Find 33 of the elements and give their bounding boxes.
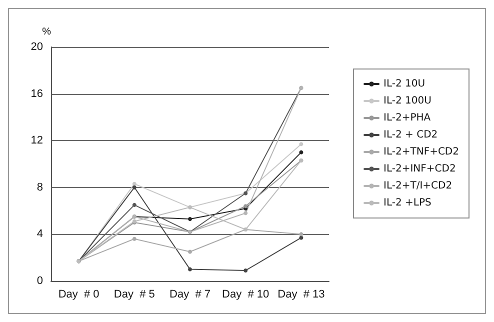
legend-label: IL-2 + CD2 (384, 130, 438, 140)
point (188, 250, 192, 254)
y-axis-title: % (42, 26, 52, 38)
x-tick-label: Day # 5 (114, 288, 155, 300)
point (299, 232, 304, 236)
point (188, 267, 192, 272)
legend-label: IL-2+TNF+CD2 (384, 146, 460, 158)
x-tick-label: Day # 10 (222, 288, 270, 300)
legend-label: IL-2 100U (384, 96, 432, 106)
legend-label: IL-2 +LPS (384, 198, 432, 208)
legend-label: IL-2+PHA (384, 112, 431, 124)
y-tick-label: 12 (30, 134, 43, 147)
y-tick-label: 0 (36, 275, 43, 287)
point (299, 142, 304, 146)
y-tick-label: 16 (30, 88, 43, 100)
legend-label: IL-2 10U (384, 78, 426, 90)
point (132, 182, 136, 186)
point (132, 185, 136, 190)
point (299, 236, 304, 240)
point (299, 150, 304, 154)
legend-label: IL-2+INF+CD2 (384, 164, 456, 174)
point (132, 236, 136, 241)
x-tick-label: Day # 0 (58, 288, 100, 300)
x-tick-label: Day # 13 (278, 288, 325, 300)
legend-label: IL-2+T/I+CD2 (384, 180, 452, 192)
y-tick-label: 4 (36, 228, 43, 240)
point (244, 211, 248, 216)
x-tick-label: Day # 7 (170, 288, 210, 300)
point (188, 216, 192, 221)
y-tick-label: 8 (36, 181, 43, 194)
point (244, 268, 248, 272)
point (132, 202, 136, 207)
y-tick-label: 20 (30, 41, 43, 53)
